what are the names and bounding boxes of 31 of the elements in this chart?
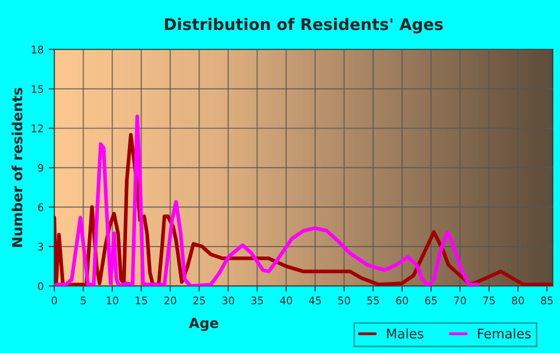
x-tick-label: 10	[106, 296, 118, 304]
x-tick-label: 35	[251, 296, 263, 304]
x-tick-label: 45	[308, 296, 321, 304]
x-tick-label: 25	[193, 296, 205, 304]
x-tick-label: 65	[425, 296, 437, 304]
x-tick-label: 50	[338, 296, 350, 304]
y-axis-title: Number of residents	[12, 88, 22, 247]
x-tick-label: 30	[222, 296, 234, 304]
line-series	[54, 114, 480, 286]
x-tick-label: 55	[367, 296, 379, 304]
y-tick-label: 9	[38, 164, 44, 172]
y-tick-label: 3	[38, 242, 44, 251]
y-tick-label: 0	[38, 282, 44, 290]
x-tick-label: 75	[483, 296, 495, 304]
y-tick-label: 6	[38, 203, 44, 212]
x-tick-label: 0	[52, 296, 57, 304]
chart-title: Distribution of Residents' Ages	[164, 18, 443, 34]
x-tick-label: 60	[396, 296, 408, 304]
legend-label: Males	[387, 328, 424, 339]
legend-label: Females	[478, 328, 531, 339]
x-tick-label: 5	[80, 296, 86, 304]
x-tick-label: 15	[136, 296, 147, 304]
x-tick-label: 85	[541, 296, 553, 304]
x-axis-title: Age	[188, 318, 218, 331]
x-tick-label: 70	[454, 296, 466, 304]
x-tick-label: 80	[512, 296, 524, 304]
x-tick-label: 40	[280, 296, 292, 304]
y-tick-label: 12	[32, 124, 43, 132]
x-tick-label: 20	[164, 296, 176, 304]
y-tick-label: 18	[32, 46, 44, 54]
y-tick-label: 15	[32, 85, 43, 93]
